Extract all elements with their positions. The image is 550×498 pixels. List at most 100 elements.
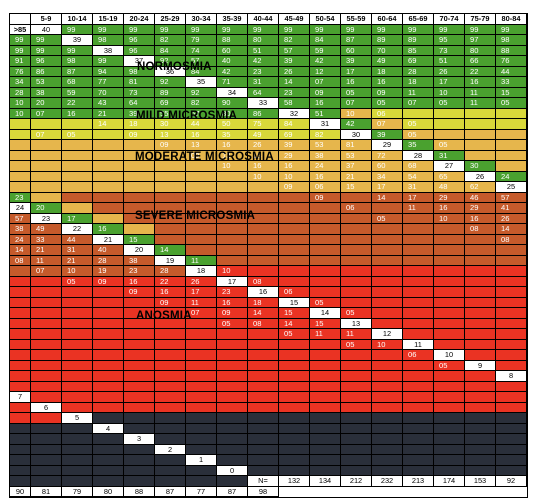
- table-cell: [124, 455, 155, 466]
- table-cell: 10: [434, 87, 465, 98]
- table-cell: 42: [248, 56, 279, 67]
- table-cell: [93, 308, 124, 319]
- table-cell: 96: [31, 56, 62, 67]
- table-cell: [372, 371, 403, 382]
- table-cell: [341, 234, 372, 245]
- table-cell: 86: [248, 108, 279, 119]
- table-cell: 13: [155, 129, 186, 140]
- table-cell: 19: [93, 266, 124, 277]
- row-score-label: 21: [93, 234, 124, 245]
- table-cell: [186, 392, 217, 403]
- table-cell: 99: [248, 24, 279, 35]
- column-header: 70-74: [434, 14, 465, 25]
- table-cell: 39: [279, 140, 310, 151]
- table-cell: 33: [31, 234, 62, 245]
- table-cell: 09: [279, 182, 310, 193]
- table-cell: 39: [372, 129, 403, 140]
- table-cell: [465, 413, 496, 424]
- table-cell: [248, 392, 279, 403]
- n-value: 174: [434, 476, 465, 487]
- table-cell: [372, 423, 403, 434]
- table-cell: [93, 360, 124, 371]
- row-score-label: 32: [279, 108, 310, 119]
- table-cell: [62, 119, 93, 130]
- table-cell: [496, 360, 527, 371]
- table-cell: [186, 423, 217, 434]
- table-cell: [465, 140, 496, 151]
- table-cell: 29: [434, 192, 465, 203]
- table-cell: [155, 234, 186, 245]
- table-cell: [31, 192, 62, 203]
- table-cell: [310, 465, 341, 476]
- table-cell: [434, 276, 465, 287]
- table-cell: 70: [372, 45, 403, 56]
- table-cell: [279, 192, 310, 203]
- table-cell: 26: [279, 66, 310, 77]
- table-cell: 22: [62, 98, 93, 109]
- table-cell: [465, 455, 496, 466]
- zone-label-mild-microsmia: MILD MICROSMIA: [136, 110, 238, 122]
- table-cell: 39: [124, 108, 155, 119]
- table-cell: [62, 381, 93, 392]
- table-cell: 66: [465, 56, 496, 67]
- table-cell: [496, 150, 527, 161]
- row-score-label: 24: [10, 203, 31, 214]
- table-cell: 14: [372, 192, 403, 203]
- table-cell: 11: [403, 87, 434, 98]
- table-cell: [217, 455, 248, 466]
- table-cell: [372, 276, 403, 287]
- table-cell: [10, 476, 31, 487]
- table-cell: [186, 413, 217, 424]
- table-cell: 17: [186, 287, 217, 298]
- table-cell: [341, 360, 372, 371]
- table-cell: 17: [372, 182, 403, 193]
- table-cell: [155, 171, 186, 182]
- table-cell: [155, 182, 186, 193]
- table-cell: [93, 171, 124, 182]
- table-cell: [124, 476, 155, 487]
- table-cell: 13: [217, 150, 248, 161]
- table-cell: [186, 213, 217, 224]
- table-cell: [341, 413, 372, 424]
- table-cell: [124, 318, 155, 329]
- table-cell: [403, 434, 434, 445]
- table-cell: [10, 318, 31, 329]
- table-cell: [93, 350, 124, 361]
- table-cell: [434, 266, 465, 277]
- table-cell: 95: [434, 35, 465, 46]
- table-cell: [62, 192, 93, 203]
- table-cell: 40: [217, 56, 248, 67]
- table-cell: [155, 150, 186, 161]
- table-cell: [62, 297, 93, 308]
- table-cell: [31, 161, 62, 172]
- table-cell: [93, 444, 124, 455]
- row-score-label: 1: [186, 455, 217, 466]
- table-cell: [403, 266, 434, 277]
- table-cell: [186, 339, 217, 350]
- table-cell: [434, 255, 465, 266]
- table-cell: 59: [310, 45, 341, 56]
- table-cell: 15: [496, 87, 527, 98]
- table-cell: 62: [465, 182, 496, 193]
- table-cell: 08: [248, 318, 279, 329]
- table-cell: 92: [186, 87, 217, 98]
- table-cell: 69: [279, 129, 310, 140]
- table-cell: [124, 360, 155, 371]
- table-cell: [217, 476, 248, 487]
- table-cell: [310, 245, 341, 256]
- table-cell: 68: [62, 77, 93, 88]
- table-cell: 20: [31, 98, 62, 109]
- table-cell: 39: [341, 56, 372, 67]
- n-value: 232: [372, 476, 403, 487]
- table-cell: [372, 245, 403, 256]
- table-cell: [310, 402, 341, 413]
- table-cell: [155, 213, 186, 224]
- row-score-label: 13: [341, 318, 372, 329]
- table-cell: [496, 245, 527, 256]
- table-cell: [434, 413, 465, 424]
- table-cell: [372, 297, 403, 308]
- n-value: 92: [496, 476, 527, 487]
- table-cell: [31, 360, 62, 371]
- table-cell: 15: [341, 182, 372, 193]
- table-cell: [31, 455, 62, 466]
